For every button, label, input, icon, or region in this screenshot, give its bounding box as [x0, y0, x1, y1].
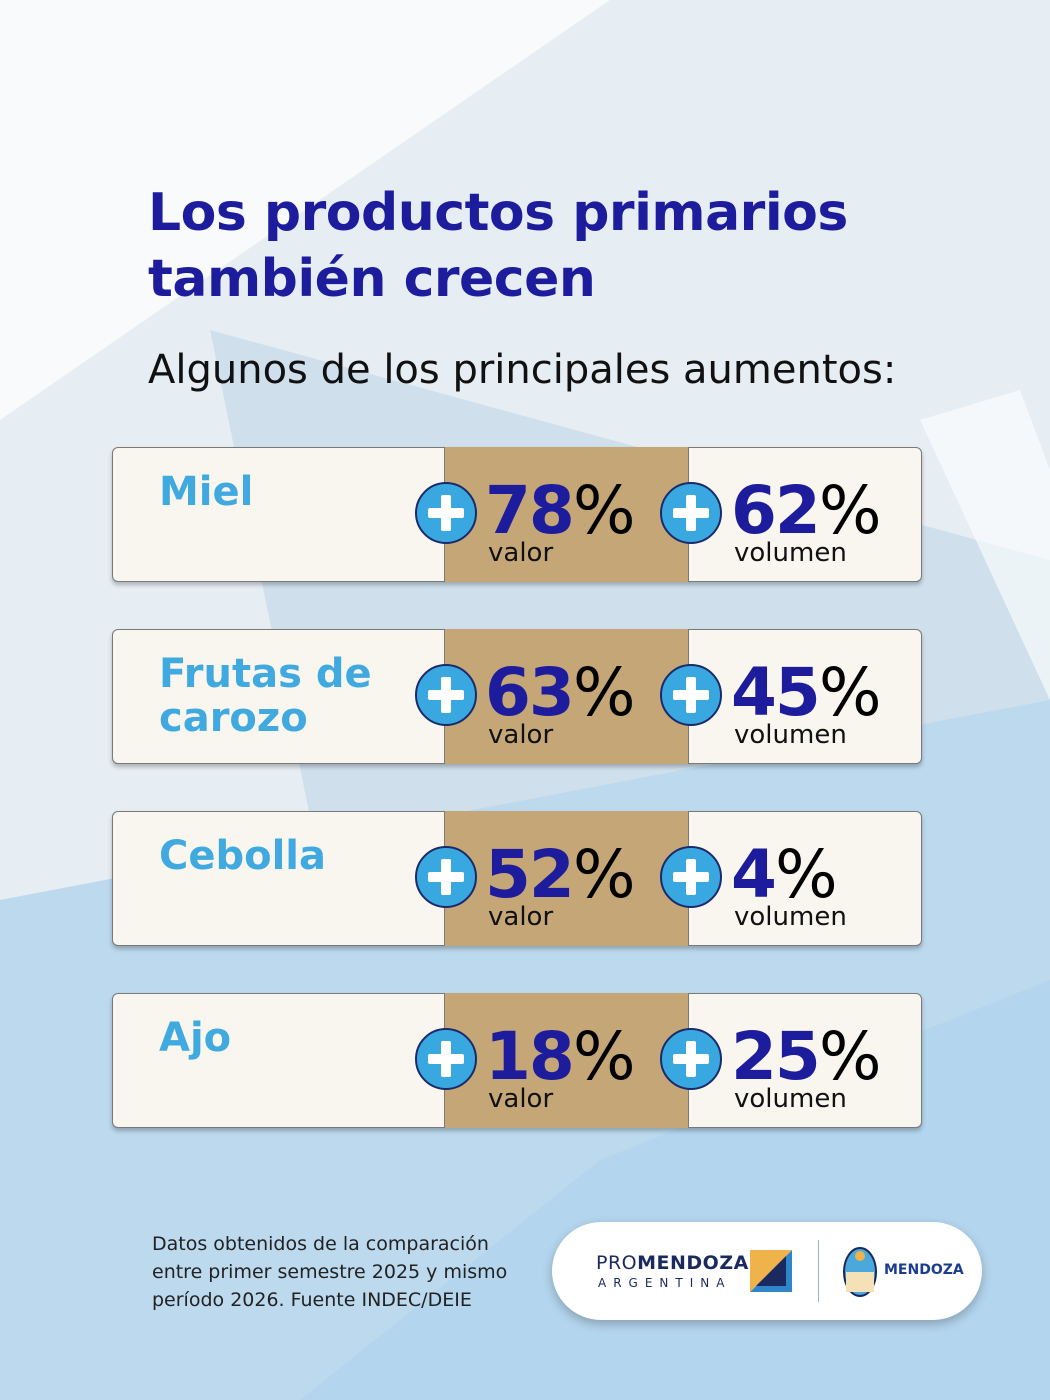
volumen-figure: 4% [731, 840, 838, 910]
plus-icon [415, 664, 477, 726]
tan-panel [444, 811, 689, 946]
volumen-label: volumen [734, 902, 847, 932]
valor-unit: % [572, 836, 636, 913]
product-name-line: carozo [159, 695, 308, 741]
valor-figure: 63% [485, 658, 636, 728]
volumen-number: 4 [731, 836, 777, 913]
product-row: Ajo 18% valor 25% volumen [112, 993, 922, 1128]
valor-figure: 52% [485, 840, 636, 910]
valor-number: 18 [485, 1018, 575, 1095]
volumen-unit: % [818, 472, 882, 549]
plus-icon [415, 482, 477, 544]
tan-panel [444, 993, 689, 1128]
volumen-label: volumen [734, 720, 847, 750]
plus-icon [660, 1028, 722, 1090]
valor-unit: % [572, 472, 636, 549]
valor-unit: % [572, 654, 636, 731]
product-name-line: Miel [159, 469, 254, 515]
coat-of-arms [843, 1247, 877, 1297]
valor-figure: 78% [485, 476, 636, 546]
product-name: Miel [159, 470, 429, 514]
plus-icon [660, 482, 722, 544]
volumen-unit: % [774, 836, 838, 913]
footnote: Datos obtenidos de la comparación entre p… [152, 1230, 507, 1314]
footnote-line: entre primer semestre 2025 y mismo [152, 1261, 508, 1283]
plus-icon [660, 846, 722, 908]
product-name: Cebolla [159, 834, 429, 878]
volumen-number: 25 [731, 1018, 821, 1095]
volumen-number: 62 [731, 472, 821, 549]
product-name-line: Ajo [159, 1015, 232, 1061]
volumen-unit: % [818, 654, 882, 731]
plus-icon [415, 846, 477, 908]
footnote-line: Datos obtenidos de la comparación [152, 1233, 489, 1255]
volumen-figure: 62% [731, 476, 882, 546]
volumen-figure: 25% [731, 1022, 882, 1092]
plus-icon [415, 1028, 477, 1090]
logo-icon [750, 1250, 792, 1292]
logo-divider [818, 1240, 819, 1302]
volumen-label: volumen [734, 1084, 847, 1114]
volumen-unit: % [818, 1018, 882, 1095]
logo-badge: PROMENDOZA ARGENTINA MENDOZA [552, 1222, 982, 1320]
product-row: Miel 78% valor 62% volumen [112, 447, 922, 582]
logo-wordmark: PROMENDOZA [596, 1252, 749, 1274]
title: Los productos primarios también crecen [148, 180, 848, 312]
product-row: Frutas de carozo 63% valor 45% volumen [112, 629, 922, 764]
tan-panel [444, 629, 689, 764]
valor-label: valor [488, 1084, 554, 1114]
product-name-line: Cebolla [159, 833, 327, 879]
title-line: también crecen [148, 249, 596, 309]
tan-panel [444, 447, 689, 582]
valor-label: valor [488, 720, 554, 750]
product-name: Ajo [159, 1016, 429, 1060]
plus-icon [660, 664, 722, 726]
title-line: Los productos primarios [148, 183, 848, 243]
logo-country: ARGENTINA [598, 1276, 732, 1290]
valor-number: 78 [485, 472, 575, 549]
logo-prefix: PRO [596, 1252, 638, 1274]
footnote-line: período 2026. Fuente INDEC/DEIE [152, 1289, 472, 1311]
valor-label: valor [488, 902, 554, 932]
product-name-line: Frutas de [159, 651, 372, 697]
product-name: Frutas de carozo [159, 652, 429, 740]
valor-number: 52 [485, 836, 575, 913]
volumen-number: 45 [731, 654, 821, 731]
product-row: Cebolla 52% valor 4% volumen [112, 811, 922, 946]
valor-number: 63 [485, 654, 575, 731]
subtitle: Algunos de los principales aumentos: [148, 347, 897, 393]
volumen-label: volumen [734, 538, 847, 568]
valor-unit: % [572, 1018, 636, 1095]
valor-label: valor [488, 538, 554, 568]
volumen-figure: 45% [731, 658, 882, 728]
logo-government: MENDOZA [884, 1262, 964, 1278]
valor-figure: 18% [485, 1022, 636, 1092]
logo-brand: MENDOZA [637, 1252, 749, 1274]
